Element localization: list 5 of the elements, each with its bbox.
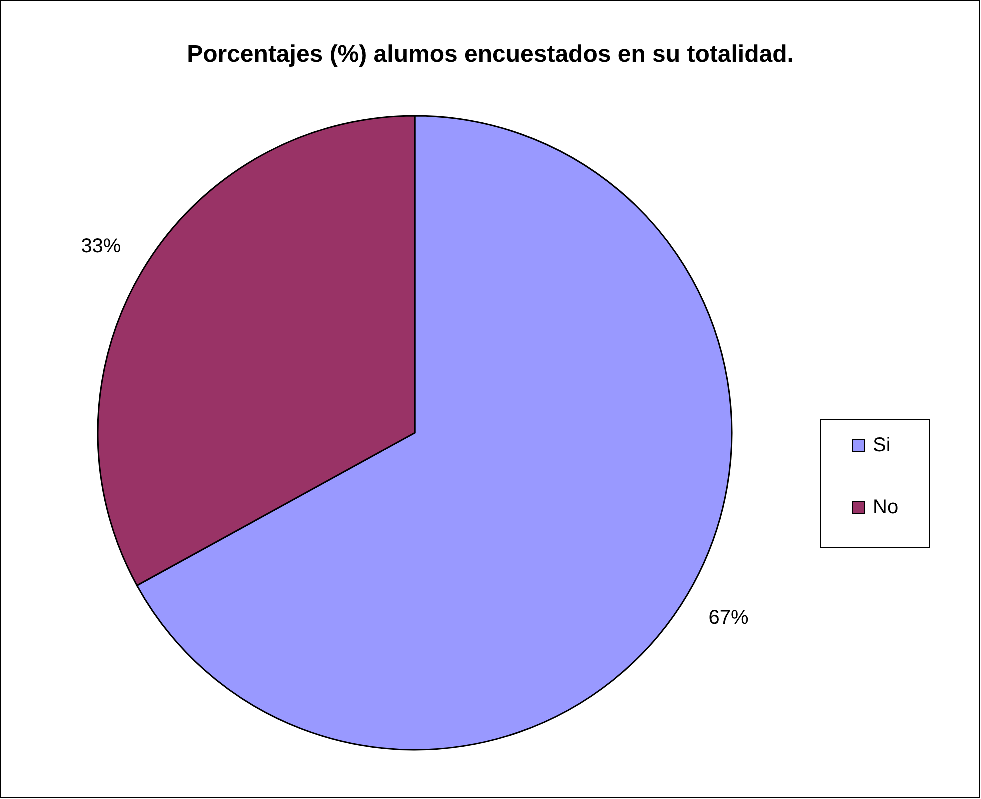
legend-label: No <box>873 496 899 518</box>
data-label: 67% <box>708 606 750 629</box>
chart-title: Porcentajes (%) alumos encuestados en su totalidad. <box>187 41 794 68</box>
data-label: 33% <box>81 236 122 258</box>
legend-label: Si <box>873 434 891 456</box>
